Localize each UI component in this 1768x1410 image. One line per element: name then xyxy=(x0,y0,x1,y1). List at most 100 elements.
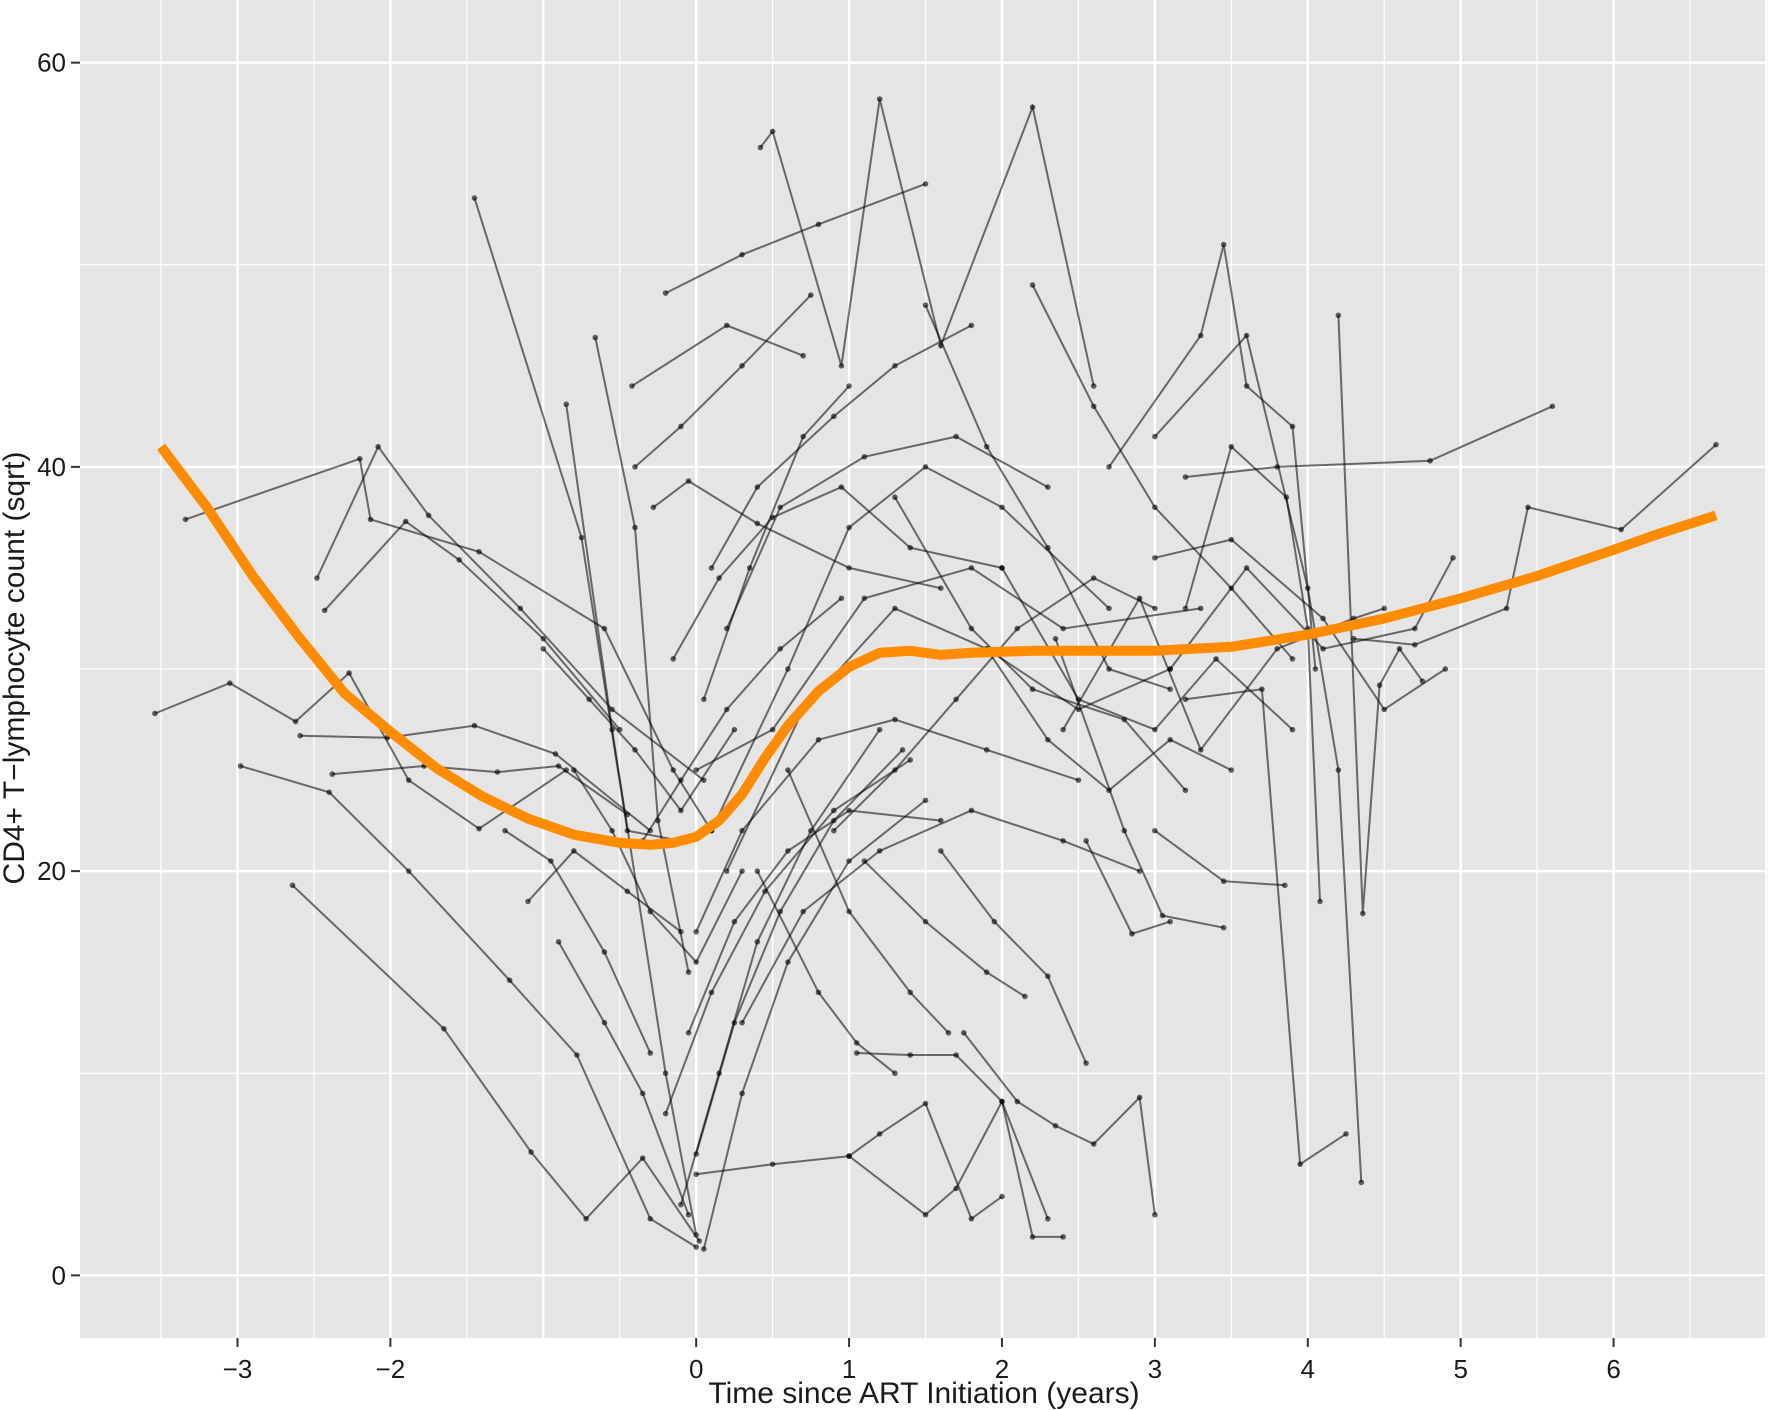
trajectory-point xyxy=(892,363,898,369)
x-tick-label: 5 xyxy=(1453,1354,1467,1384)
trajectory-point xyxy=(1197,747,1204,753)
trajectory-point xyxy=(321,607,328,614)
trajectory-line xyxy=(594,337,690,973)
trajectory-point xyxy=(1317,898,1323,905)
trajectory-point xyxy=(540,645,547,652)
trajectory-point xyxy=(953,696,959,703)
trajectory-point xyxy=(892,494,898,501)
trajectory-point xyxy=(670,767,677,773)
trajectory-point xyxy=(1152,726,1158,733)
trajectory-point xyxy=(769,726,776,733)
x-tick-label: 3 xyxy=(1148,1354,1162,1384)
trajectory-line xyxy=(1062,596,1385,752)
trajectory-line xyxy=(473,197,682,842)
trajectory-point xyxy=(1412,625,1418,632)
trajectory-point xyxy=(754,868,761,874)
trajectory-point xyxy=(1220,924,1227,931)
trajectory-point xyxy=(1167,666,1173,672)
trajectory-point xyxy=(678,807,684,814)
trajectory-point xyxy=(769,514,776,521)
trajectory-point xyxy=(1182,605,1189,612)
trajectory-point xyxy=(1182,474,1189,480)
trajectory-point xyxy=(1220,241,1227,248)
trajectory-point xyxy=(1289,423,1296,430)
trajectory-point xyxy=(1090,403,1097,410)
trajectory-point xyxy=(1304,585,1311,591)
trajectory-line xyxy=(702,385,850,700)
trajectory-point xyxy=(731,726,738,733)
trajectory-point xyxy=(314,575,320,581)
trajectory-point xyxy=(953,1052,959,1058)
trajectory-point xyxy=(922,1100,929,1107)
x-tick-label: 4 xyxy=(1301,1354,1315,1384)
trajectory-point xyxy=(838,484,845,490)
trajectory-point xyxy=(1090,575,1097,581)
trajectory-point xyxy=(693,1244,699,1250)
trajectory-point xyxy=(632,524,638,531)
trajectory-point xyxy=(846,807,852,814)
trajectory-point xyxy=(830,817,837,824)
trajectory-point xyxy=(329,771,336,777)
y-tick-label: 60 xyxy=(37,48,66,78)
trajectory-point xyxy=(1106,464,1112,470)
trajectory-line xyxy=(833,576,1156,832)
trajectory-point xyxy=(739,251,745,258)
trajectory-point xyxy=(1289,726,1296,733)
trajectory-point xyxy=(922,302,929,308)
trajectory-point xyxy=(1106,787,1112,794)
trajectory-point xyxy=(785,848,791,854)
trajectory-point xyxy=(1045,544,1051,551)
trajectory-point xyxy=(678,777,684,783)
trajectory-point xyxy=(846,524,852,531)
trajectory-line xyxy=(725,607,1171,872)
trajectory-point xyxy=(785,959,791,965)
trajectory-point xyxy=(1358,1179,1365,1186)
trajectory-point xyxy=(1052,1122,1059,1129)
trajectory-line xyxy=(786,769,950,1034)
trajectory-point xyxy=(800,908,807,915)
trajectory-point xyxy=(876,96,883,102)
x-axis-label: Time since ART Initiation (years) xyxy=(708,1377,1139,1410)
trajectory-point xyxy=(662,290,669,296)
trajectory-point xyxy=(678,1201,684,1208)
trajectory-point xyxy=(1029,104,1036,110)
trajectory-point xyxy=(701,696,707,703)
trajectory-point xyxy=(571,767,577,773)
trajectory-point xyxy=(991,918,998,925)
trajectory-point xyxy=(1152,827,1158,834)
trajectory-point xyxy=(1075,696,1082,703)
trajectory-point xyxy=(953,433,959,440)
trajectory-line xyxy=(1185,688,1347,1166)
trajectory-point xyxy=(808,292,814,298)
trajectory-point xyxy=(708,989,715,996)
trajectory-point xyxy=(830,827,837,834)
trajectory-point xyxy=(876,1131,883,1137)
trajectory-point xyxy=(586,696,592,703)
trajectory-point xyxy=(1159,912,1166,919)
trajectory-point xyxy=(1376,682,1383,688)
trajectory-point xyxy=(494,769,501,775)
trajectory-point xyxy=(731,918,738,925)
trajectory-point xyxy=(815,989,822,996)
trajectory-point xyxy=(1106,666,1112,672)
trajectory-point xyxy=(1075,777,1082,783)
trajectory-point xyxy=(563,401,570,408)
trajectory-point xyxy=(1090,383,1097,389)
trajectory-point xyxy=(1045,1215,1051,1222)
trajectory-point xyxy=(938,817,944,824)
trajectory-point xyxy=(1396,645,1403,652)
trajectory-point xyxy=(999,504,1005,511)
trajectory-point xyxy=(670,656,677,662)
y-tick-label: 0 xyxy=(52,1260,66,1290)
trajectory-point xyxy=(1381,706,1388,713)
trajectory-point xyxy=(999,565,1005,571)
trajectory-point xyxy=(808,827,814,834)
trajectory-point xyxy=(182,516,189,523)
trajectory-point xyxy=(838,595,845,602)
trajectory-point xyxy=(1136,1094,1143,1101)
trajectory-point xyxy=(662,1070,669,1077)
trajectory-point xyxy=(1335,767,1342,773)
trajectory-point xyxy=(938,848,944,854)
trajectory-point xyxy=(1060,1234,1066,1240)
